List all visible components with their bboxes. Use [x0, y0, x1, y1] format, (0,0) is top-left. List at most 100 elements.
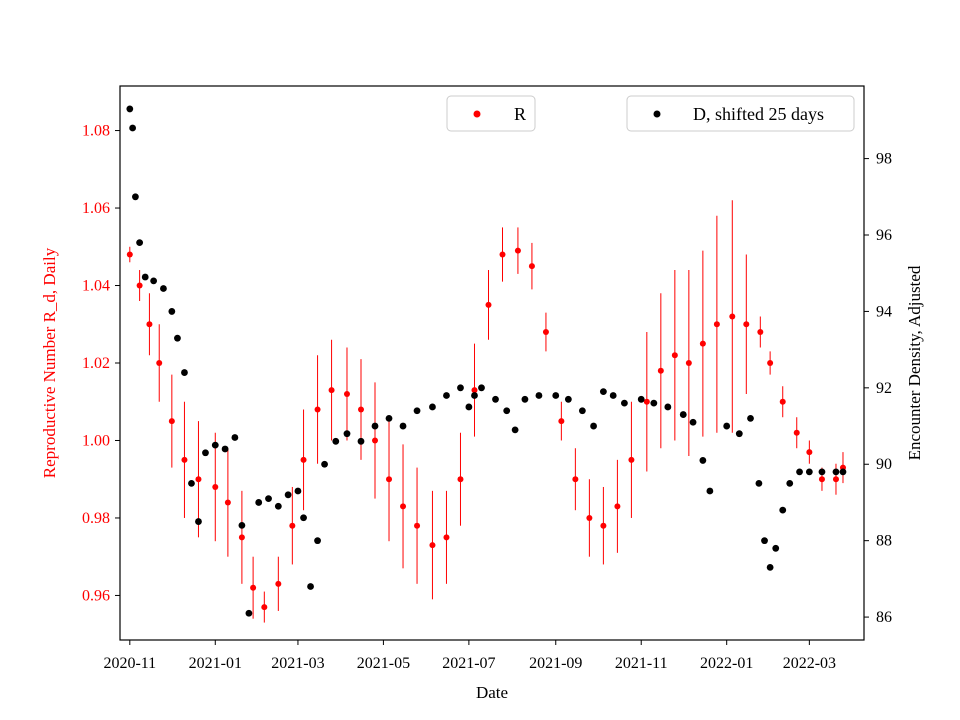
- r-point: [289, 522, 296, 529]
- right-y-tick-label: 88: [876, 533, 892, 550]
- r-point: [818, 476, 825, 483]
- x-tick-label: 2022-03: [783, 655, 836, 672]
- d-point: [471, 392, 478, 399]
- d-point: [735, 430, 743, 438]
- left-y-tick-label: 1.02: [82, 355, 110, 372]
- legend-r-label: R: [514, 104, 526, 124]
- r-point: [457, 476, 464, 483]
- d-point: [832, 468, 840, 476]
- r-point: [343, 390, 350, 397]
- d-point: [621, 399, 628, 407]
- r-point: [628, 456, 635, 463]
- r-point: [443, 534, 450, 541]
- d-point: [761, 537, 768, 545]
- r-point: [212, 483, 219, 490]
- r-point: [485, 301, 492, 308]
- r-point: [328, 387, 335, 394]
- d-point: [160, 285, 167, 292]
- legend-r-box: [446, 95, 536, 132]
- d-point: [136, 239, 144, 247]
- legend-d-label: D, shifted 25 days: [693, 104, 824, 124]
- r-point: [793, 429, 800, 436]
- d-point: [465, 403, 473, 411]
- r-point: [314, 406, 321, 413]
- d-point: [478, 384, 485, 392]
- r-point: [614, 503, 621, 510]
- r-point: [238, 534, 245, 541]
- d-point: [511, 426, 519, 434]
- d-point: [772, 544, 780, 552]
- d-point: [168, 308, 176, 315]
- d-point: [357, 437, 365, 445]
- r-point: [250, 584, 257, 591]
- left-y-axis: 0.96 0.98 1.00 1.02 1.04 1.06 1.08: [82, 123, 120, 604]
- d-point: [132, 193, 139, 201]
- right-y-axis: 86 88 90 92 94 96 98: [864, 151, 892, 626]
- d-point: [521, 395, 529, 403]
- r-point: [429, 542, 436, 549]
- d-point: [609, 392, 617, 399]
- r-point: [514, 247, 521, 254]
- right-y-axis-label: Encounter Density, Adjusted: [905, 265, 924, 460]
- d-point: [637, 395, 645, 403]
- r-point: [743, 321, 750, 328]
- d-point: [255, 499, 263, 506]
- r-point: [372, 437, 379, 444]
- r-point: [729, 313, 736, 320]
- d-point: [723, 422, 731, 430]
- d-point: [221, 445, 229, 453]
- r-point: [275, 580, 282, 587]
- d-point: [174, 334, 181, 342]
- r-point: [181, 456, 188, 463]
- right-y-tick-label: 90: [876, 456, 892, 473]
- d-point: [766, 564, 774, 571]
- r-point: [471, 387, 478, 394]
- right-y-tick-label: 98: [876, 151, 892, 168]
- r-point: [156, 360, 163, 366]
- d-point: [245, 609, 253, 617]
- x-axis: 2020-11 2021-01 2021-03 2021-05 2021-07 2021-…: [103, 640, 836, 672]
- d-point: [202, 449, 209, 457]
- d-point: [129, 124, 137, 132]
- d-point: [747, 415, 754, 422]
- r-point: [542, 329, 549, 336]
- d-point: [564, 395, 572, 403]
- d-point: [188, 479, 195, 487]
- left-y-tick-label: 1.06: [82, 200, 110, 217]
- x-tick-label: 2022-01: [700, 655, 753, 672]
- r-point: [779, 398, 786, 405]
- d-point: [699, 457, 707, 464]
- r-point: [832, 476, 839, 483]
- x-tick-label: 2020-11: [103, 655, 156, 672]
- r-point: [300, 456, 307, 463]
- r-point: [414, 522, 421, 529]
- d-point: [578, 407, 586, 415]
- d-point: [300, 514, 307, 522]
- d-point: [274, 502, 282, 510]
- r-series-layer: [126, 200, 846, 623]
- left-y-tick-label: 0.98: [82, 510, 110, 527]
- r-point: [699, 340, 706, 347]
- r-point: [400, 503, 407, 510]
- r-point: [146, 321, 153, 328]
- d-point: [599, 388, 607, 396]
- r-point: [386, 476, 393, 483]
- r-point: [357, 406, 364, 413]
- d-point: [796, 468, 803, 476]
- r-point: [558, 418, 565, 425]
- d-point: [492, 395, 499, 403]
- d-point: [126, 105, 134, 113]
- legend-d-box: [626, 95, 855, 132]
- d-point: [343, 430, 351, 438]
- d-point: [650, 399, 658, 407]
- r-point: [657, 367, 664, 374]
- r-point: [572, 476, 579, 483]
- r-point: [126, 251, 133, 258]
- legend-d-marker: [653, 110, 661, 118]
- left-y-tick-label: 0.96: [82, 587, 110, 604]
- x-tick-label: 2021-01: [189, 655, 242, 672]
- r-point: [499, 251, 506, 258]
- right-y-tick-label: 94: [876, 303, 892, 320]
- x-tick-label: 2021-11: [615, 655, 668, 672]
